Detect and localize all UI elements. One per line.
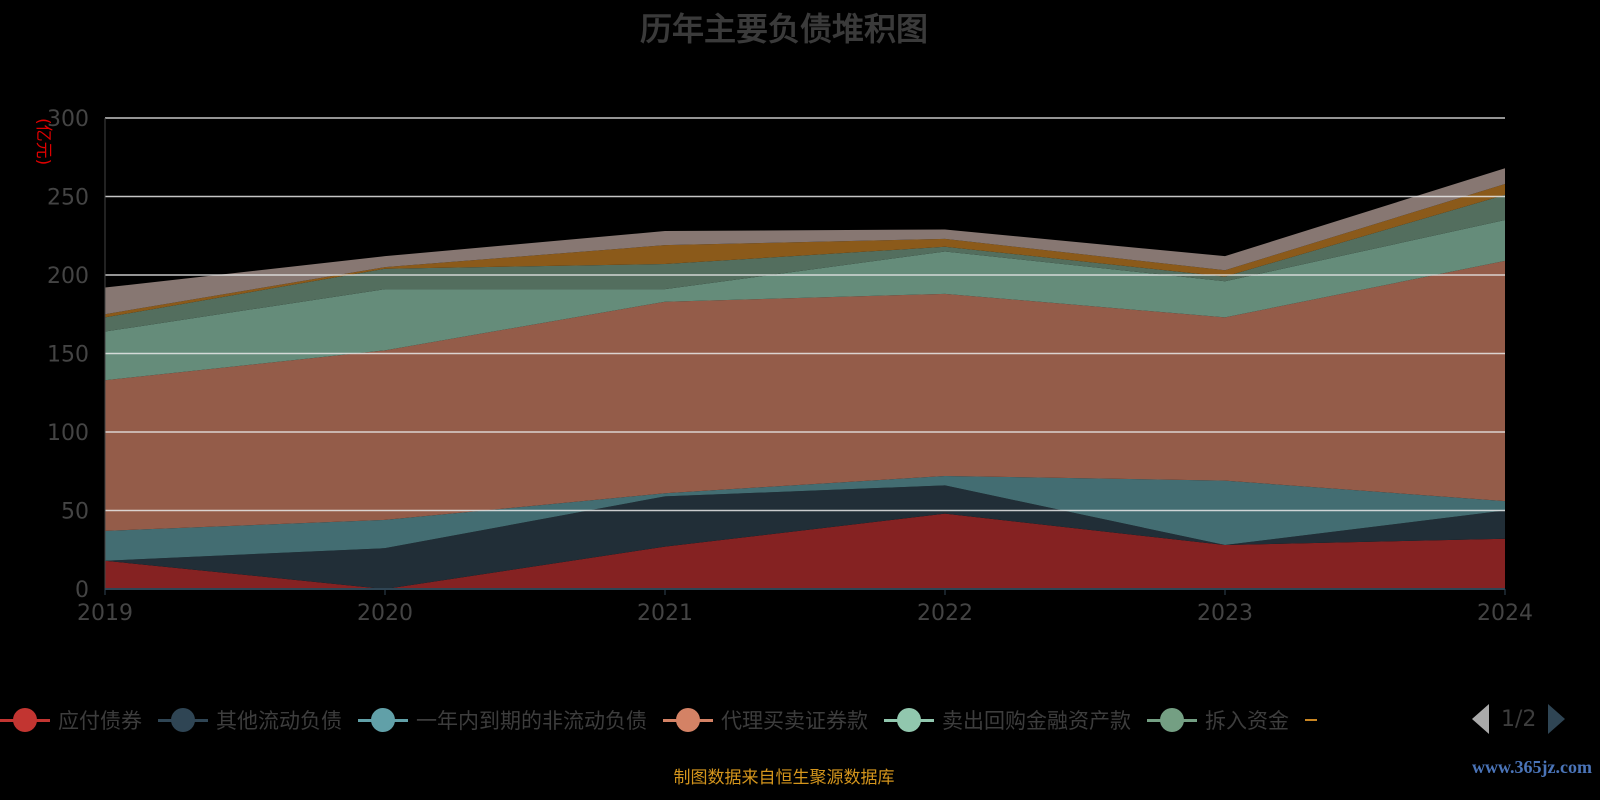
area-series-2 [105,485,1505,589]
legend-item-6[interactable]: 拆入资金 [1147,705,1289,735]
area-series-5 [105,220,1505,381]
chart-title: 历年主要负债堆积图 [639,10,928,48]
y-tick-label: 300 [47,107,89,132]
legend-label: 拆入资金 [1205,709,1289,733]
x-tick-label: 2023 [1197,601,1253,626]
legend-item-7[interactable] [1305,707,1325,733]
legend-next-page-icon[interactable] [1548,704,1566,734]
area-series-7 [105,183,1505,318]
y-tick-label: 50 [61,500,89,525]
legend-label: 卖出回购金融资产款 [942,709,1131,733]
legend: 应付债券 其他流动负债 一年内到期的非流动负债 代理买卖证券款 卖出回购金融资产款 拆入资… [0,700,1341,740]
legend-label: 应付债券 [58,709,142,733]
area-series-3 [105,475,1505,561]
legend-item-3[interactable]: 一年内到期的非流动负债 [358,705,647,735]
legend-marker-icon [663,707,713,733]
x-tick-label: 2019 [77,601,133,626]
watermark: www.365jz.com [1472,757,1592,777]
area-series-8 [105,168,1505,315]
x-tick-label: 2024 [1477,601,1533,626]
y-tick-label: 100 [47,421,89,446]
legend-item-4[interactable]: 代理买卖证券款 [663,705,868,735]
legend-prev-page-icon[interactable] [1472,704,1489,734]
x-tick-label: 2022 [917,601,973,626]
x-tick-label: 2021 [637,601,693,626]
data-source-note: 制图数据来自恒生聚源数据库 [673,768,895,788]
y-tick-label: 0 [75,578,89,603]
y-tick-label: 200 [47,264,89,289]
area-series-6 [105,194,1505,332]
y-tick-label: 150 [47,343,89,368]
legend-item-2[interactable]: 其他流动负债 [158,705,342,735]
legend-page-indicator: 1/2 [1501,706,1537,732]
legend-marker-icon [358,707,408,733]
legend-marker-icon [1305,707,1317,733]
legend-marker-icon [884,707,934,733]
y-axis-label: (亿元) [33,118,53,165]
legend-marker-icon [158,707,208,733]
legend-item-1[interactable]: 应付债券 [0,705,142,735]
x-tick-label: 2020 [357,601,413,626]
stacked-area-chart: 0 50 100 150 200 250 300 2019 2020 2021 2022 2023 20… [33,107,1533,626]
y-tick-label: 250 [47,186,89,211]
legend-item-5[interactable]: 卖出回购金融资产款 [884,705,1131,735]
legend-marker-icon [0,707,50,733]
legend-marker-icon [1147,707,1197,733]
legend-pager: 1/2 [1472,704,1566,734]
legend-label: 代理买卖证券款 [721,709,868,733]
legend-label: 其他流动负债 [216,709,342,733]
area-series-4 [105,260,1505,531]
area-series-1 [105,513,1505,589]
legend-label: 一年内到期的非流动负债 [416,709,647,733]
